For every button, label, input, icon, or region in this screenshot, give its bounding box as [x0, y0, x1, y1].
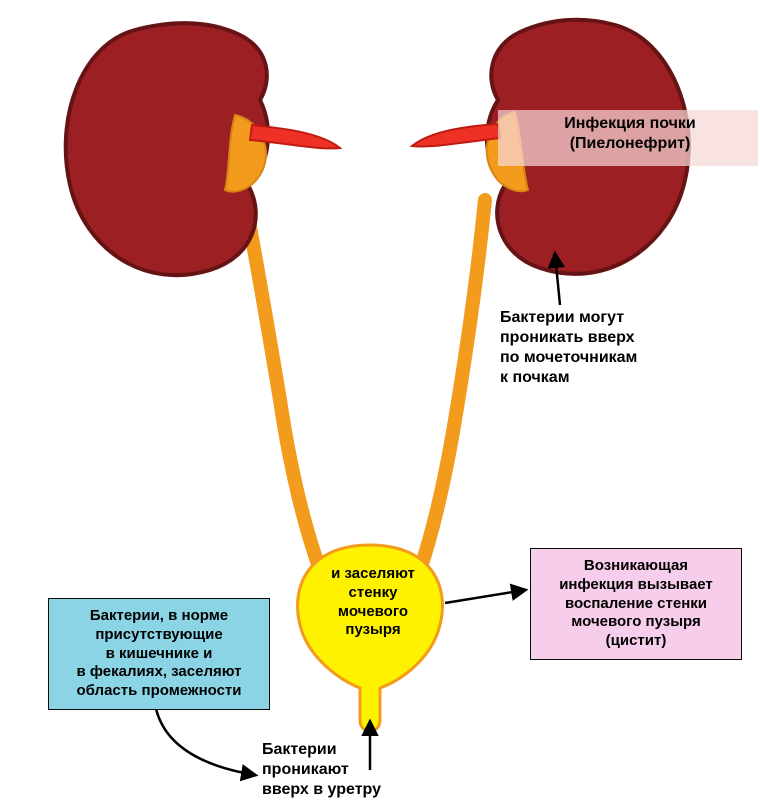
ureter-left: [245, 200, 320, 570]
box-cystitis: Возникающая инфекция вызывает воспаление…: [530, 548, 742, 660]
diagram-canvas: Инфекция почки (Пиелонефрит) Бактерии мо…: [0, 0, 760, 800]
pyelo-line1: Инфекция почки: [564, 115, 695, 132]
pyelo-line2: (Пиелонефрит): [570, 135, 691, 152]
box-bacteria-source: Бактерии, в норме присутствующие в кишеч…: [48, 598, 270, 710]
arrow-blue-to-urethra: [155, 704, 255, 775]
label-pyelonephritis: Инфекция почки (Пиелонефрит): [510, 114, 750, 154]
arrow-bladder-to-pink: [445, 590, 525, 603]
label-bladder-inner: и заселяют стенку мочевого пузыря: [318, 565, 428, 640]
kidney-left: [66, 23, 340, 275]
label-ureter-up: Бактерии могут проникать вверх по мочето…: [500, 308, 710, 388]
ureter-right: [420, 200, 485, 570]
label-urethra: Бактерии проникают вверх в уретру: [262, 740, 442, 800]
